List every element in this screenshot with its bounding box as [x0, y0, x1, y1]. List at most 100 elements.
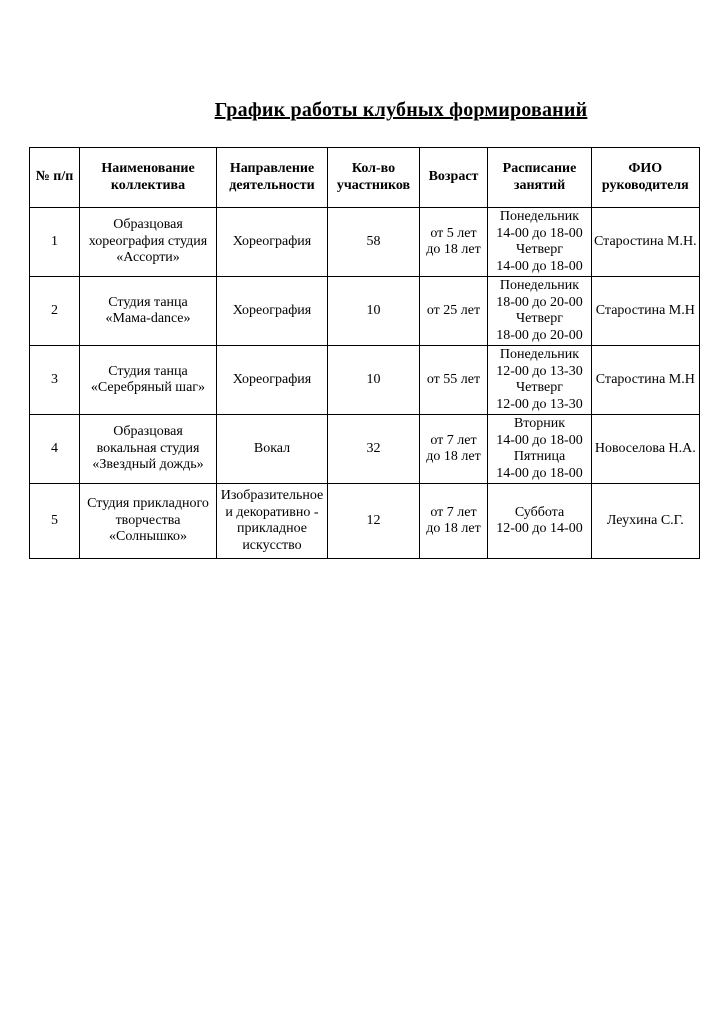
- cell-line: «Солнышко»: [109, 529, 187, 545]
- cell-name: Студия прикладного творчества «Солнышко»: [79, 483, 217, 559]
- cell-schedule: Вторник 14-00 до 18-00 Пятница 14-00 до 18-…: [487, 414, 592, 484]
- cell-line: 3: [51, 371, 58, 387]
- cell-age: от 7 лет до 18 лет: [419, 414, 488, 484]
- cell-schedule: Суббота 12-00 до 14-00: [487, 483, 592, 559]
- cell-line: «Серебряный шаг»: [90, 380, 206, 395]
- schedule-table: № п/п Наименование коллектива Направление де…: [29, 147, 700, 559]
- cell-line: Понедельник: [499, 347, 580, 362]
- cell-line: 1: [51, 233, 58, 249]
- cell-leader: Леухина С.Г.: [591, 483, 700, 559]
- cell-age: от 55 лет: [419, 345, 488, 415]
- cell-line: 10: [366, 371, 381, 387]
- header-cell-line: Наименование: [101, 161, 195, 176]
- cell-num: 5: [29, 483, 80, 559]
- cell-direction: Изобразительное и декоративно - прикладное…: [216, 483, 328, 559]
- cell-name: Образцовая вокальная студия «Звездный дожд…: [79, 414, 217, 484]
- cell-leader: Старостина М.Н: [591, 276, 700, 346]
- cell-line: до 18 лет: [426, 521, 481, 536]
- cell-name: Образцовая хореография студия «Ассорти»: [79, 207, 217, 277]
- cell-line: 18-00 до 20-00: [496, 327, 583, 343]
- cell-line: Хореография: [232, 371, 312, 387]
- cell-num: 3: [29, 345, 80, 415]
- cell-line: Образцовая: [113, 217, 183, 233]
- cell-age: от 25 лет: [419, 276, 488, 346]
- cell-line: Хореография: [232, 302, 312, 318]
- header-cell-line: Возраст: [428, 169, 479, 185]
- cell-direction: Хореография: [216, 345, 328, 415]
- cell-line: 58: [366, 233, 381, 249]
- header-cell-participants: Кол-во участников: [327, 147, 420, 208]
- cell-line: Понедельник: [499, 209, 580, 224]
- cell-line: Старостина М.Н.: [594, 233, 697, 249]
- cell-line: 12-00 до 13-30: [496, 396, 583, 412]
- header-cell-line: деятельности: [229, 177, 315, 193]
- table-row: 4 Образцовая вокальная студия «Звездный дож…: [29, 414, 700, 484]
- cell-schedule: Понедельник 18-00 до 20-00 Четверг 18-00 до…: [487, 276, 592, 346]
- cell-line: 2: [51, 302, 58, 318]
- header-cell-schedule: Расписание занятий: [487, 147, 592, 208]
- cell-line: Вторник: [513, 416, 566, 431]
- cell-line: 12: [366, 512, 381, 528]
- cell-name: Студия танца «Серебряный шаг»: [79, 345, 217, 415]
- header-cell-line: руководителя: [601, 177, 689, 193]
- cell-line: хореография студия: [88, 233, 208, 249]
- cell-line: прикладное: [237, 521, 307, 536]
- cell-line: Хореография: [232, 233, 312, 249]
- cell-name: Студия танца «Мама-dance»: [79, 276, 217, 346]
- cell-leader: Старостина М.Н.: [591, 207, 700, 277]
- cell-line: 12-00 до 13-30: [496, 363, 583, 379]
- cell-direction: Хореография: [216, 276, 328, 346]
- cell-line: «Звездный дождь»: [92, 457, 204, 473]
- cell-line: Четверг: [516, 380, 563, 395]
- header-cell-leader: ФИО руководителя: [591, 147, 700, 208]
- cell-age: от 5 лет до 18 лет: [419, 207, 488, 277]
- cell-line: 4: [51, 440, 58, 456]
- cell-line: 14-00 до 18-00: [496, 465, 583, 481]
- cell-line: Четверг: [516, 242, 563, 257]
- cell-num: 4: [29, 414, 80, 484]
- cell-line: от 7 лет: [430, 432, 477, 448]
- cell-participants: 10: [327, 276, 420, 346]
- cell-line: искусство: [242, 537, 302, 553]
- document-title: График работы клубных формирований: [214, 99, 588, 121]
- cell-line: Старостина М.Н: [595, 371, 695, 387]
- cell-line: от 55 лет: [426, 371, 481, 387]
- cell-line: Изобразительное: [220, 488, 324, 503]
- cell-line: Образцовая: [113, 424, 183, 440]
- cell-line: 12-00 до 14-00: [496, 521, 583, 536]
- cell-line: 5: [51, 512, 58, 528]
- cell-line: Студия танца: [108, 363, 188, 379]
- header-cell-line: № п/п: [35, 169, 74, 185]
- cell-line: до 18 лет: [426, 449, 481, 464]
- cell-num: 1: [29, 207, 80, 277]
- cell-age: от 7 лет до 18 лет: [419, 483, 488, 559]
- cell-line: творчества: [115, 512, 181, 528]
- header-cell-line: Направление: [229, 161, 315, 176]
- cell-line: Вокал: [253, 440, 291, 456]
- cell-line: Старостина М.Н: [595, 302, 695, 318]
- table-row: 2 Студия танца «Мама-dance» Хореография 10 от…: [29, 276, 700, 346]
- cell-direction: Вокал: [216, 414, 328, 484]
- header-cell-age: Возраст: [419, 147, 488, 208]
- cell-line: Леухина С.Г.: [606, 512, 684, 528]
- cell-line: от 25 лет: [426, 302, 481, 318]
- cell-participants: 32: [327, 414, 420, 484]
- cell-line: Четверг: [516, 311, 563, 326]
- header-cell-line: Кол-во: [351, 161, 396, 176]
- header-cell-line: участников: [336, 177, 411, 193]
- cell-line: 32: [366, 440, 381, 456]
- header-cell-direction: Направление деятельности: [216, 147, 328, 208]
- cell-line: Понедельник: [499, 278, 580, 293]
- cell-participants: 10: [327, 345, 420, 415]
- table-header: № п/п Наименование коллектива Направление де…: [29, 147, 700, 208]
- cell-leader: Старостина М.Н: [591, 345, 700, 415]
- header-cell-name: Наименование коллектива: [79, 147, 217, 208]
- cell-line: и декоративно -: [225, 504, 319, 520]
- cell-direction: Хореография: [216, 207, 328, 277]
- cell-line: 14-00 до 18-00: [496, 225, 583, 241]
- cell-line: Студия танца: [108, 294, 188, 310]
- cell-num: 2: [29, 276, 80, 346]
- cell-line: Студия прикладного: [87, 496, 209, 512]
- cell-participants: 58: [327, 207, 420, 277]
